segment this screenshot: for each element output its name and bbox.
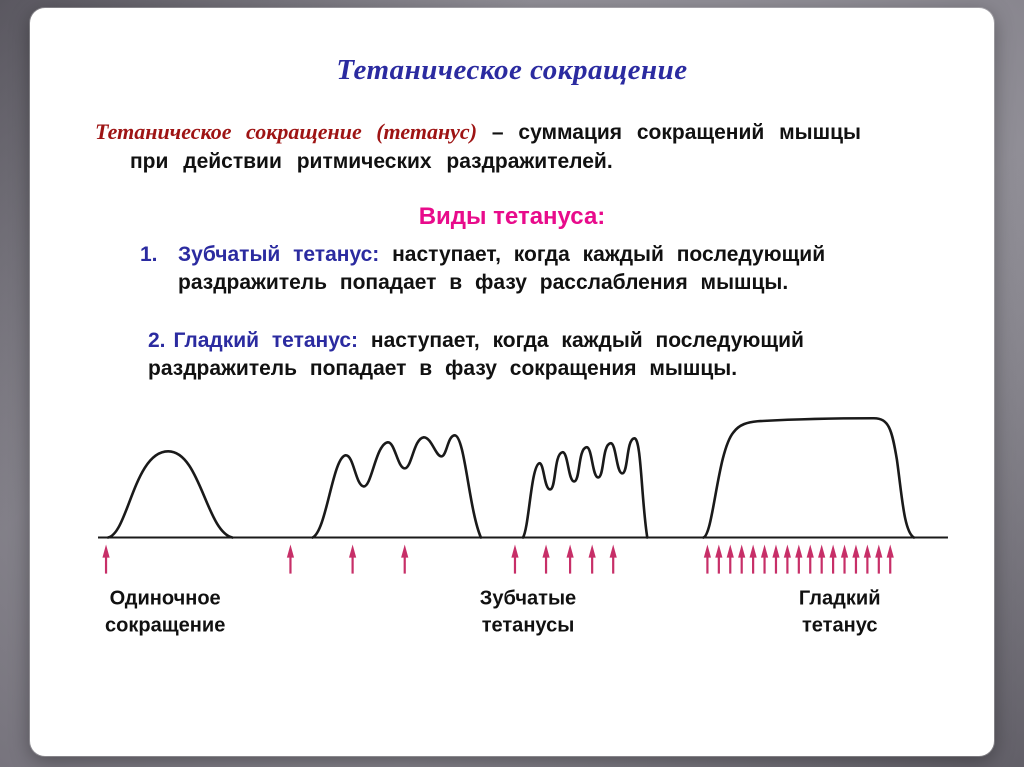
tetanus-kinds-heading: Виды тетануса:	[418, 202, 606, 230]
stimulus-arrow-head	[863, 544, 871, 558]
stimulus-arrow-head	[772, 544, 780, 558]
label-single-contraction-line1: Одиночное	[110, 587, 221, 609]
item-term: Гладкий тетанус:	[173, 328, 359, 352]
stimulus-arrow-head	[852, 544, 860, 558]
stimulus-arrow-head	[726, 544, 734, 558]
stimulus-arrows	[102, 544, 894, 574]
stimulus-arrow-head	[818, 544, 826, 558]
stimulus-arrow-head	[795, 544, 803, 558]
slide-title: Тетаническое сокращение	[336, 54, 688, 86]
stimulus-arrow-head	[749, 544, 757, 558]
stimulus-arrow-head	[566, 544, 574, 558]
stimulus-arrow-head	[783, 544, 792, 558]
item-body: наступает, когда каждый последующий разд…	[148, 328, 804, 380]
stimulus-arrow-head	[348, 544, 357, 558]
stimulus-arrow-head	[102, 544, 110, 558]
stimulus-arrow-head	[286, 544, 295, 558]
stimulus-arrow-head	[760, 544, 769, 558]
item-number: 2.	[148, 328, 166, 352]
tetanus-list: 1. Зубчатый тетанус: наступает, когда каж…	[30, 241, 994, 383]
label-serrated-tetanus-line1: Зубчатые	[480, 587, 576, 609]
item-body: наступает, когда каждый последующий разд…	[178, 242, 826, 294]
curve-single-twitch	[106, 449, 234, 539]
stimulus-arrow-head	[703, 544, 712, 558]
curve-serrated-tetanus-low	[311, 433, 483, 539]
stimulus-arrow-head	[588, 544, 596, 558]
list-item-smooth-tetanus: 2. Гладкий тетанус: наступает, когда кажд…	[148, 327, 964, 383]
slide: Тетаническое сокращение Тетаническое сок…	[30, 8, 994, 756]
label-smooth-tetanus-line1: Гладкий	[799, 587, 881, 609]
stimulus-arrow-head	[886, 544, 894, 558]
list-item-serrated-tetanus: 1. Зубчатый тетанус: наступает, когда каж…	[140, 241, 964, 297]
curve-serrated-tetanus-high	[521, 436, 649, 539]
stimulus-arrow-head	[829, 544, 837, 558]
label-serrated-tetanus-line2: тетанусы	[482, 614, 575, 636]
definition-body: суммация сокращений мышцы при действии р…	[130, 121, 861, 173]
stimulus-arrow-head	[806, 544, 814, 558]
stimulus-arrow-head	[875, 544, 883, 558]
item-number: 1.	[140, 242, 158, 266]
definition-paragraph: Тетаническое сокращение (тетанус) – сумм…	[95, 117, 964, 177]
stimulus-arrow-head	[840, 544, 849, 558]
definition-term: Тетаническое сокращение (тетанус)	[95, 119, 478, 144]
curve-smooth-tetanus	[702, 416, 916, 539]
stimulus-arrow-head	[609, 544, 617, 558]
label-smooth-tetanus-line2: тетанус	[802, 614, 878, 636]
definition-separator: –	[491, 121, 504, 144]
stimulus-arrow-head	[715, 544, 723, 558]
item-term: Зубчатый тетанус:	[178, 242, 380, 266]
label-single-contraction-line2: сокращение	[105, 614, 225, 636]
stimulus-arrow-head	[738, 544, 746, 558]
stimulus-arrow-head	[511, 544, 519, 558]
stimulus-arrow-head	[401, 544, 409, 558]
stimulus-arrow-head	[542, 544, 550, 558]
diagram-svg: Одиночное сокращение Зубчатые тетанусы Г…	[98, 416, 948, 636]
contraction-diagram: Одиночное сокращение Зубчатые тетанусы Г…	[90, 409, 962, 650]
